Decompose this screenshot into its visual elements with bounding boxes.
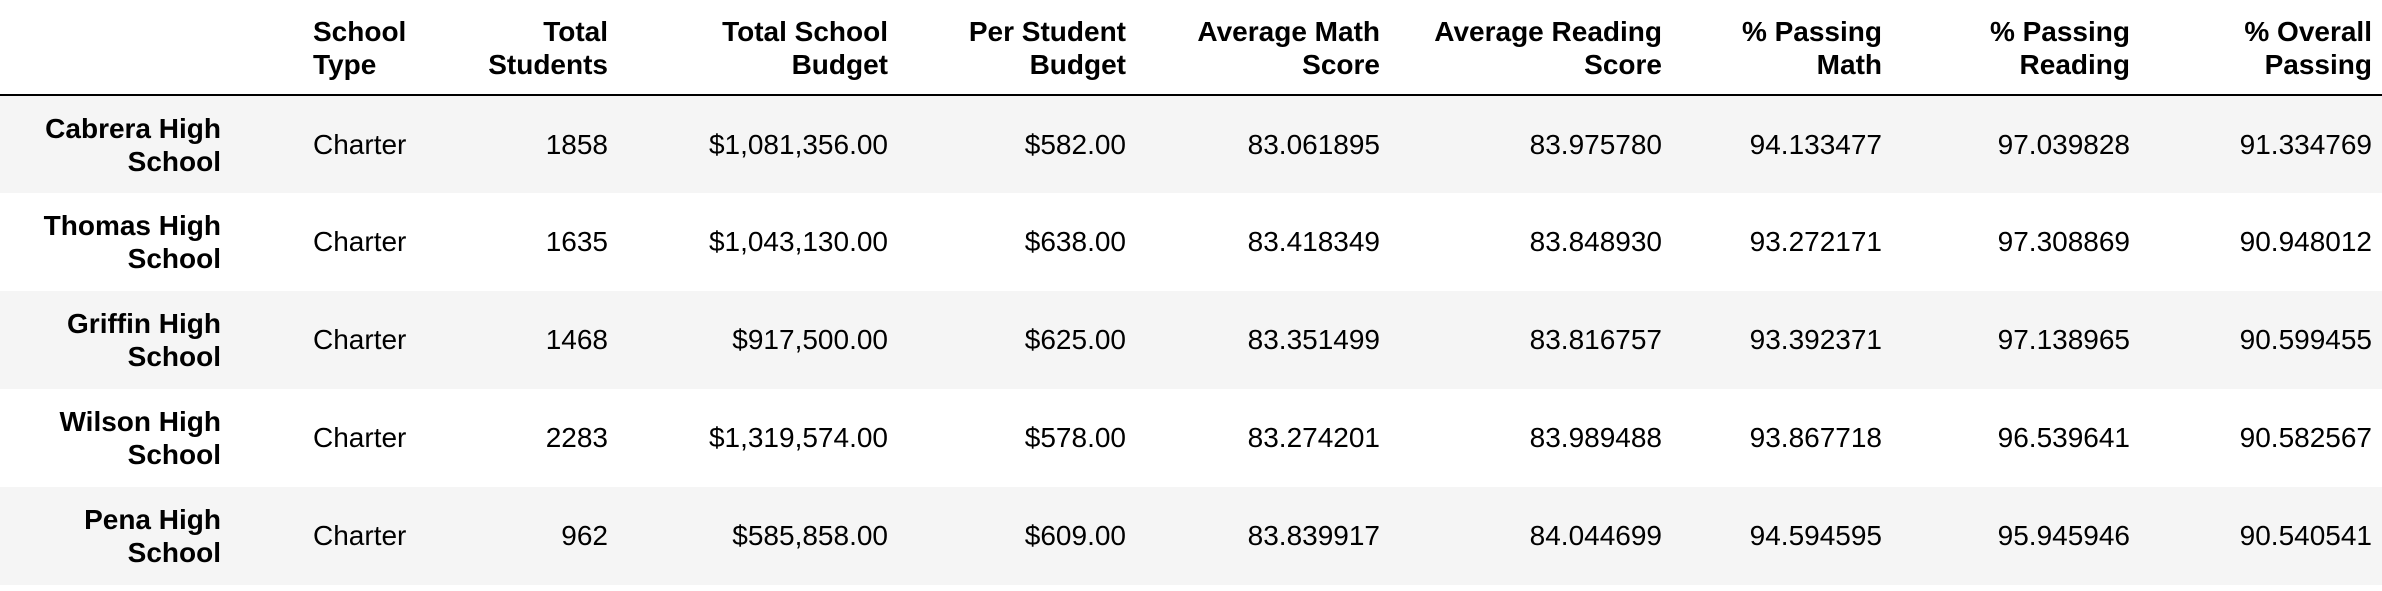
column-header-line: Total School — [722, 16, 888, 47]
cell-overall-passing: 90.948012 — [2239, 226, 2372, 257]
cell-passing-math: 94.594595 — [1749, 520, 1882, 551]
table-row: Griffin High School Charter 1468 $917,50… — [0, 291, 2382, 389]
cell-average-reading-score: 83.975780 — [1529, 128, 1662, 160]
cell-per-student-budget: $609.00 — [1024, 520, 1126, 551]
table-row: Wilson High School Charter 2283 $1,319,5… — [0, 389, 2382, 487]
school-name-line: School — [127, 145, 221, 177]
cell-average-reading-score: 83.989488 — [1529, 422, 1662, 453]
table-body: Cabrera High School Charter 1858 $1,081,… — [0, 95, 2382, 585]
cell-passing-math: 93.392371 — [1749, 324, 1882, 355]
school-name-line: School — [127, 243, 221, 274]
column-header-line: Average Math — [1197, 16, 1380, 47]
column-header-line: Passing — [2264, 49, 2372, 80]
column-header-line: Total — [543, 16, 608, 47]
column-header-line: Score — [1302, 49, 1380, 80]
column-header-line: Reading — [2019, 49, 2130, 80]
column-header-total-school-budget: Total School Budget — [618, 0, 898, 96]
column-header-passing-math: % Passing Math — [1672, 0, 1892, 96]
cell-per-student-budget: $625.00 — [1024, 324, 1126, 355]
cell-passing-reading: 95.945946 — [1997, 520, 2130, 551]
cell-passing-reading: 97.138965 — [1997, 324, 2130, 355]
table-row: Thomas High School Charter 1635 $1,043,1… — [0, 193, 2382, 291]
column-header-total-students: Total Students — [413, 0, 618, 96]
cell-school-type: Charter — [313, 422, 407, 453]
cell-average-math-score: 83.839917 — [1247, 520, 1380, 551]
school-name-line: Wilson High — [59, 406, 221, 437]
cell-passing-reading: 96.539641 — [1997, 422, 2130, 453]
row-index-school-name: Griffin High School — [0, 291, 255, 389]
school-name-line: School — [127, 439, 221, 470]
cell-passing-reading: 97.308869 — [1997, 226, 2130, 257]
cell-average-reading-score: 83.816757 — [1529, 324, 1662, 355]
cell-passing-reading: 97.039828 — [1997, 128, 2130, 160]
column-header-average-reading-score: Average Reading Score — [1390, 0, 1672, 96]
cell-total-school-budget: $1,319,574.00 — [708, 422, 888, 453]
cell-passing-math: 93.867718 — [1749, 422, 1882, 453]
cell-total-school-budget: $1,043,130.00 — [708, 226, 888, 257]
column-header-line: Type — [313, 49, 377, 80]
cell-average-reading-score: 84.044699 — [1529, 520, 1662, 551]
header-row: School Type Total Students Total School … — [0, 0, 2382, 96]
school-name-line: Griffin High — [67, 308, 221, 339]
school-name-line: Pena High — [84, 504, 221, 535]
table-row: Pena High School Charter 962 $585,858.00… — [0, 487, 2382, 585]
school-name-line: Thomas High — [43, 210, 221, 241]
column-header-line: Math — [1816, 49, 1882, 80]
row-index-school-name: Thomas High School — [0, 193, 255, 291]
column-header-line: Per Student — [968, 16, 1126, 47]
cell-overall-passing: 91.334769 — [2239, 128, 2372, 160]
cell-overall-passing: 90.599455 — [2239, 324, 2372, 355]
column-header-passing-reading: % Passing Reading — [1892, 0, 2140, 96]
cell-per-student-budget: $578.00 — [1024, 422, 1126, 453]
column-header-per-student-budget: Per Student Budget — [898, 0, 1136, 96]
row-index-school-name: Cabrera High School — [0, 95, 255, 193]
column-header-line: Average Reading — [1434, 16, 1662, 47]
table-header: School Type Total Students Total School … — [0, 0, 2382, 96]
cell-per-student-budget: $582.00 — [1024, 128, 1126, 160]
column-header-overall-passing: % Overall Passing — [2140, 0, 2382, 96]
column-header-line: Students — [488, 49, 608, 80]
table-row: Cabrera High School Charter 1858 $1,081,… — [0, 95, 2382, 193]
cell-total-students: 2283 — [545, 422, 608, 453]
cell-passing-math: 94.133477 — [1749, 128, 1882, 160]
cell-average-reading-score: 83.848930 — [1529, 226, 1662, 257]
column-header-line: Budget — [1029, 49, 1126, 80]
school-name-line: Cabrera High — [45, 112, 221, 144]
cell-school-type: Charter — [313, 226, 407, 257]
cell-overall-passing: 90.582567 — [2239, 422, 2372, 453]
column-header-line: % Overall — [2244, 16, 2372, 47]
cell-average-math-score: 83.418349 — [1247, 226, 1380, 257]
cell-total-students: 1635 — [545, 226, 608, 257]
column-header-line: % Passing — [1989, 16, 2130, 47]
cell-total-students: 962 — [561, 520, 608, 551]
index-header — [0, 0, 255, 96]
cell-total-school-budget: $585,858.00 — [732, 520, 888, 551]
cell-total-school-budget: $1,081,356.00 — [708, 128, 888, 160]
column-header-line: Budget — [791, 49, 888, 80]
cell-total-students: 1468 — [545, 324, 608, 355]
cell-average-math-score: 83.274201 — [1247, 422, 1380, 453]
cell-school-type: Charter — [313, 324, 407, 355]
school-name-line: School — [127, 341, 221, 372]
cell-school-type: Charter — [313, 520, 407, 551]
cell-per-student-budget: $638.00 — [1024, 226, 1126, 257]
row-index-school-name: Wilson High School — [0, 389, 255, 487]
cell-passing-math: 93.272171 — [1749, 226, 1882, 257]
cell-total-school-budget: $917,500.00 — [732, 324, 888, 355]
column-header-line: Score — [1584, 49, 1662, 80]
row-index-school-name: Pena High School — [0, 487, 255, 585]
cell-school-type: Charter — [313, 128, 407, 160]
column-header-line: % Passing — [1741, 16, 1882, 47]
cell-average-math-score: 83.351499 — [1247, 324, 1380, 355]
column-header-school-type: School Type — [255, 0, 413, 96]
column-header-average-math-score: Average Math Score — [1136, 0, 1390, 96]
cell-total-students: 1858 — [545, 128, 608, 160]
cell-overall-passing: 90.540541 — [2239, 520, 2372, 551]
school-name-line: School — [127, 537, 221, 568]
cell-average-math-score: 83.061895 — [1247, 128, 1380, 160]
column-header-line: School — [313, 16, 407, 47]
